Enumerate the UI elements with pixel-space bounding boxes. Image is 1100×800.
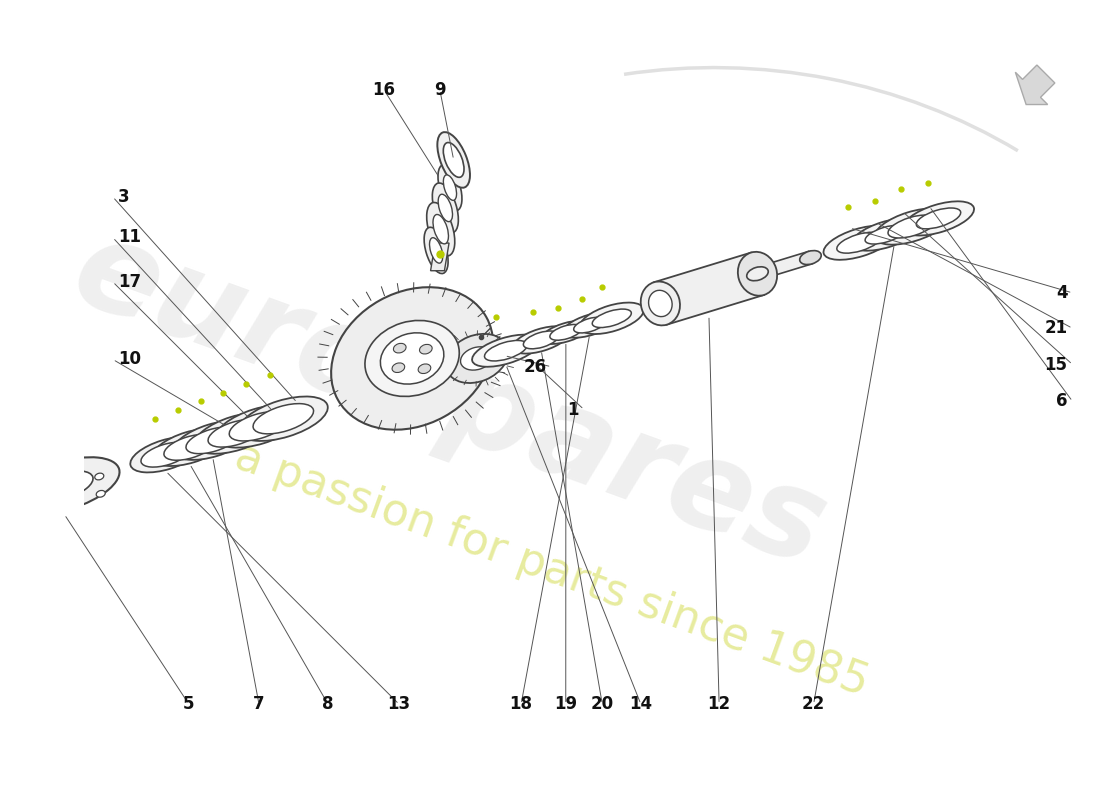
Ellipse shape: [141, 442, 190, 467]
Ellipse shape: [443, 175, 456, 200]
Text: 26: 26: [524, 358, 547, 376]
Text: 22: 22: [802, 695, 825, 714]
Ellipse shape: [96, 490, 106, 497]
Ellipse shape: [580, 302, 644, 334]
Text: 4: 4: [1056, 284, 1067, 302]
Ellipse shape: [381, 333, 444, 384]
Ellipse shape: [640, 282, 680, 326]
Text: 21: 21: [1044, 319, 1067, 338]
Ellipse shape: [429, 238, 442, 263]
Ellipse shape: [35, 471, 94, 501]
Text: 20: 20: [591, 695, 614, 714]
Polygon shape: [756, 251, 813, 280]
Ellipse shape: [541, 321, 591, 344]
Ellipse shape: [837, 232, 881, 253]
Ellipse shape: [432, 183, 459, 233]
Ellipse shape: [472, 334, 540, 366]
Text: 9: 9: [434, 81, 446, 98]
Ellipse shape: [738, 252, 777, 296]
Ellipse shape: [62, 500, 70, 506]
Text: 15: 15: [1045, 355, 1067, 374]
Ellipse shape: [208, 419, 263, 447]
Ellipse shape: [365, 321, 460, 397]
Text: 10: 10: [118, 350, 141, 368]
Text: 6: 6: [1056, 393, 1067, 410]
Text: 11: 11: [118, 229, 141, 246]
Polygon shape: [653, 253, 764, 325]
Text: a passion for parts since 1985: a passion for parts since 1985: [229, 435, 874, 705]
Ellipse shape: [438, 165, 462, 210]
Ellipse shape: [58, 465, 67, 472]
Ellipse shape: [23, 474, 33, 481]
Text: 12: 12: [707, 695, 730, 714]
Polygon shape: [430, 243, 449, 270]
Ellipse shape: [253, 404, 313, 434]
Text: eurospares: eurospares: [58, 208, 841, 592]
Text: 3: 3: [118, 188, 130, 206]
Ellipse shape: [425, 227, 448, 274]
Ellipse shape: [649, 290, 672, 317]
Ellipse shape: [524, 331, 559, 349]
Ellipse shape: [446, 334, 508, 383]
Ellipse shape: [418, 364, 431, 374]
Text: 8: 8: [322, 695, 333, 714]
Ellipse shape: [229, 412, 288, 441]
Ellipse shape: [916, 208, 960, 229]
Ellipse shape: [331, 287, 493, 430]
Ellipse shape: [592, 309, 631, 327]
Ellipse shape: [392, 363, 405, 373]
Ellipse shape: [824, 226, 894, 260]
Ellipse shape: [851, 218, 920, 250]
Ellipse shape: [438, 132, 470, 188]
Ellipse shape: [216, 405, 301, 448]
Ellipse shape: [419, 344, 432, 354]
Ellipse shape: [443, 142, 464, 178]
Ellipse shape: [550, 325, 582, 340]
Ellipse shape: [174, 421, 252, 460]
Ellipse shape: [865, 226, 906, 244]
Ellipse shape: [574, 317, 606, 333]
Text: 5: 5: [184, 695, 195, 714]
Ellipse shape: [747, 266, 768, 281]
Text: 14: 14: [629, 695, 652, 714]
Ellipse shape: [433, 214, 449, 244]
Text: 13: 13: [387, 695, 410, 714]
Text: 16: 16: [373, 81, 395, 98]
Ellipse shape: [239, 397, 328, 441]
Ellipse shape: [186, 427, 240, 454]
Ellipse shape: [130, 437, 201, 473]
Text: 1: 1: [568, 401, 579, 418]
Ellipse shape: [95, 473, 103, 480]
Ellipse shape: [874, 209, 949, 245]
Ellipse shape: [427, 202, 454, 256]
Ellipse shape: [484, 341, 527, 361]
Text: 18: 18: [509, 695, 532, 714]
Ellipse shape: [563, 313, 616, 338]
Ellipse shape: [903, 202, 975, 235]
Polygon shape: [1015, 65, 1055, 105]
Ellipse shape: [800, 250, 822, 265]
Ellipse shape: [164, 434, 216, 460]
Ellipse shape: [888, 215, 936, 238]
Text: 17: 17: [118, 273, 141, 291]
Ellipse shape: [195, 413, 276, 454]
Ellipse shape: [25, 491, 34, 498]
Ellipse shape: [9, 458, 120, 514]
Ellipse shape: [394, 343, 406, 353]
Ellipse shape: [438, 194, 452, 222]
Text: 19: 19: [554, 695, 578, 714]
Ellipse shape: [153, 429, 227, 466]
Text: 7: 7: [253, 695, 265, 714]
Ellipse shape: [513, 326, 570, 354]
Ellipse shape: [461, 346, 493, 370]
